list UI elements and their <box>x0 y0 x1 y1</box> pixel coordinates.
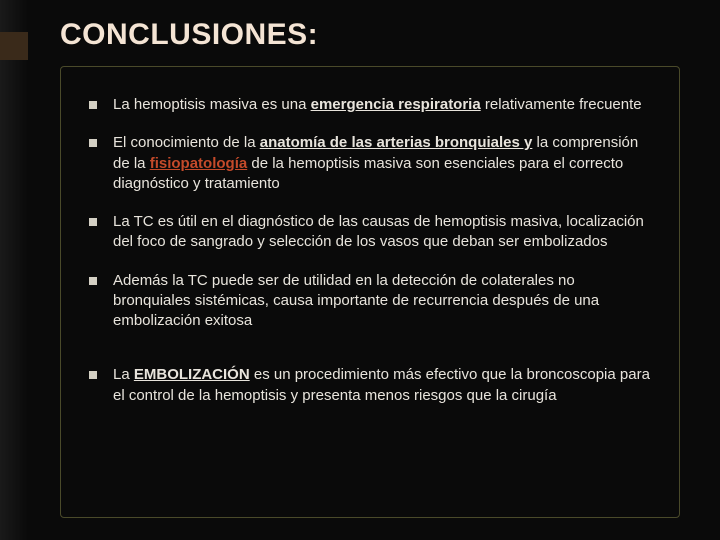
list-item: La TC es útil en el diagnóstico de las c… <box>89 212 655 253</box>
square-bullet-icon <box>89 277 97 285</box>
item-text: La EMBOLIZACIÓN es un procedimiento más … <box>113 365 655 406</box>
bullet-list: La hemoptisis masiva es una emergencia r… <box>89 95 655 406</box>
list-item: El conocimiento de la anatomía de las ar… <box>89 133 655 194</box>
slide-title: CONCLUSIONES: <box>60 18 680 52</box>
square-bullet-icon <box>89 371 97 379</box>
list-item: Además la TC puede ser de utilidad en la… <box>89 271 655 332</box>
emphasis: emergencia respiratoria <box>311 96 481 113</box>
emphasis: EMBOLIZACIÓN <box>134 366 250 383</box>
item-text: La hemoptisis masiva es una emergencia r… <box>113 95 655 115</box>
emphasis-accent: fisiopatología <box>150 155 248 172</box>
square-bullet-icon <box>89 139 97 147</box>
item-text: Además la TC puede ser de utilidad en la… <box>113 271 655 332</box>
item-text: El conocimiento de la anatomía de las ar… <box>113 133 655 194</box>
list-item: La EMBOLIZACIÓN es un procedimiento más … <box>89 365 655 406</box>
slide-container: CONCLUSIONES: La hemoptisis masiva es un… <box>0 0 720 540</box>
square-bullet-icon <box>89 101 97 109</box>
emphasis: anatomía de las arterias bronquiales y <box>260 134 533 151</box>
content-box: La hemoptisis masiva es una emergencia r… <box>60 66 680 518</box>
item-text: La TC es útil en el diagnóstico de las c… <box>113 212 655 253</box>
square-bullet-icon <box>89 218 97 226</box>
list-item: La hemoptisis masiva es una emergencia r… <box>89 95 655 115</box>
